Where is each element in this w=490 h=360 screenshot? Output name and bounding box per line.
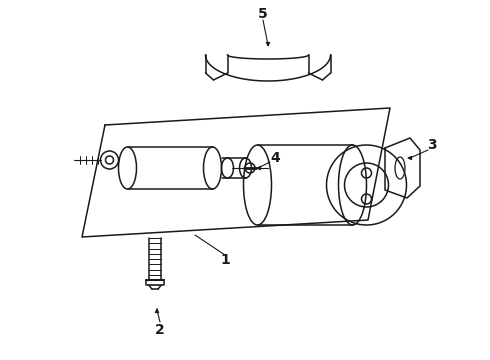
Text: 3: 3 [427,138,437,152]
Text: 4: 4 [270,151,280,165]
Text: 2: 2 [155,323,165,337]
Text: 5: 5 [258,7,268,21]
Text: 1: 1 [220,253,230,267]
